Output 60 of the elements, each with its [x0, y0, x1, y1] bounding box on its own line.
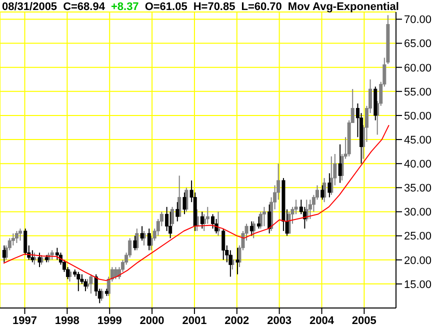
x-tick-label: 2004: [310, 314, 335, 327]
candlestick: [262, 206, 266, 227]
candlestick: [258, 211, 262, 230]
candlestick: [308, 199, 312, 220]
candlestick: [76, 271, 80, 292]
candlestick: [55, 247, 59, 260]
y-tick-label: 55.00: [404, 86, 432, 98]
candlestick: [236, 247, 240, 275]
y-tick-label: 35.00: [404, 182, 432, 195]
y-tick-label: 40.00: [404, 158, 432, 171]
annotation: C=68.94: [63, 1, 105, 13]
annotation: +8.37: [110, 1, 139, 13]
annotation: 08/31/2005: [2, 1, 58, 13]
candlestick: [147, 228, 151, 251]
x-tick-label: 2000: [140, 314, 164, 327]
candlestick: [320, 184, 324, 200]
y-tick-label: 30.00: [404, 206, 432, 219]
x-tick-label: 2005: [352, 314, 376, 327]
annotation: L=60.70: [241, 1, 282, 13]
candlestick: [14, 230, 18, 244]
candlestick: [228, 250, 232, 278]
y-tick-label: 15.00: [404, 278, 432, 291]
x-tick-label: 2003: [267, 314, 292, 327]
candlestick: [200, 211, 204, 230]
candlestick: [222, 228, 226, 260]
x-tick-label: 1997: [12, 314, 37, 327]
candlestick: [30, 250, 34, 263]
x-tick-label: 1998: [54, 314, 80, 327]
candlestick: [18, 228, 22, 242]
candlestick: [50, 250, 54, 260]
candlestick: [89, 274, 93, 294]
annotation: H=70.85: [193, 1, 236, 13]
y-tick-label: 70.00: [404, 14, 432, 26]
candlestick: [24, 228, 28, 256]
candlestick: [38, 252, 42, 268]
y-tick-label: 20.00: [404, 254, 432, 267]
candlestick: [214, 218, 218, 234]
candlestick: [168, 211, 172, 239]
y-tick-label: 25.00: [404, 230, 432, 243]
candlestick: [2, 244, 6, 263]
candlestick: [182, 192, 186, 215]
x-tick-label: 2002: [224, 314, 250, 327]
candlestick: [140, 226, 144, 242]
candlestick: [114, 266, 118, 280]
candlestick: [11, 232, 15, 246]
candlestick: [250, 220, 254, 236]
y-tick-label: 65.00: [404, 38, 432, 50]
candlestick: [133, 235, 137, 251]
y-tick-label: 45.00: [404, 134, 432, 146]
x-tick-label: 1999: [97, 314, 122, 327]
candlestick: [176, 202, 180, 222]
y-tick-label: 60.00: [404, 62, 432, 74]
candlestick: [268, 204, 272, 234]
candlestick: [328, 172, 332, 198]
candlestick: [211, 214, 215, 230]
x-tick-label: 2001: [182, 314, 207, 327]
annotation: O=61.05: [144, 1, 188, 13]
annotation: Mov Avg-Exponential: [288, 1, 399, 13]
y-tick-label: 50.00: [404, 110, 432, 122]
candlestick: [256, 216, 260, 230]
